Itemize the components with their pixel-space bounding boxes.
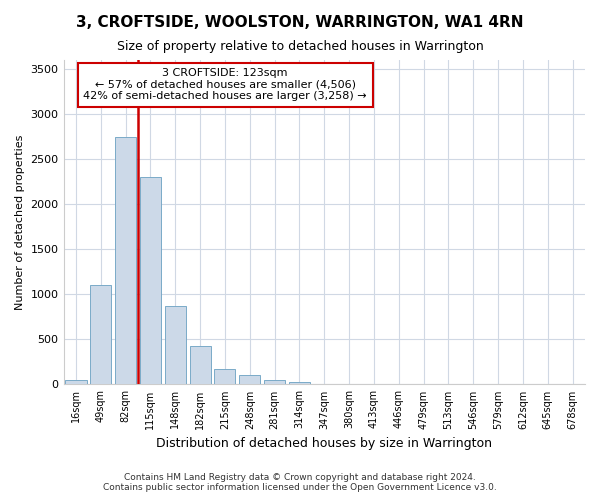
Text: Size of property relative to detached houses in Warrington: Size of property relative to detached ho… bbox=[116, 40, 484, 53]
Bar bbox=[190, 346, 211, 385]
X-axis label: Distribution of detached houses by size in Warrington: Distribution of detached houses by size … bbox=[156, 437, 492, 450]
Text: 3 CROFTSIDE: 123sqm
← 57% of detached houses are smaller (4,506)
42% of semi-det: 3 CROFTSIDE: 123sqm ← 57% of detached ho… bbox=[83, 68, 367, 102]
Bar bbox=[264, 380, 285, 384]
Bar bbox=[65, 380, 86, 384]
Bar bbox=[140, 177, 161, 384]
Bar bbox=[90, 286, 112, 384]
Bar bbox=[214, 368, 235, 384]
Bar bbox=[239, 376, 260, 384]
Bar bbox=[289, 382, 310, 384]
Bar bbox=[165, 306, 186, 384]
Text: 3, CROFTSIDE, WOOLSTON, WARRINGTON, WA1 4RN: 3, CROFTSIDE, WOOLSTON, WARRINGTON, WA1 … bbox=[76, 15, 524, 30]
Text: Contains HM Land Registry data © Crown copyright and database right 2024.
Contai: Contains HM Land Registry data © Crown c… bbox=[103, 473, 497, 492]
Y-axis label: Number of detached properties: Number of detached properties bbox=[15, 134, 25, 310]
Bar bbox=[115, 136, 136, 384]
